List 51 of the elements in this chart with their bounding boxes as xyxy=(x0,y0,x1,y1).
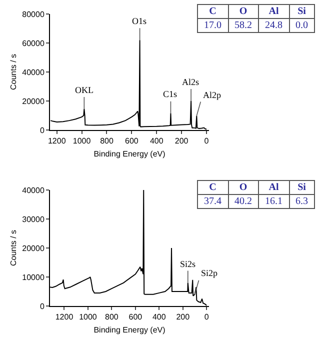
text: 0.0 xyxy=(289,18,314,32)
x-tick-label: 800 xyxy=(100,136,114,146)
y-tick-label: 60000 xyxy=(22,38,45,48)
annotation: Al2p xyxy=(203,90,222,100)
y-tick-label: 40000 xyxy=(22,68,45,77)
text: O xyxy=(228,180,258,194)
x-tick-label: 400 xyxy=(150,136,164,146)
y-tick-label: 20000 xyxy=(22,96,45,106)
y-tick-label: 0 xyxy=(40,126,45,135)
annotation: 37.4 xyxy=(198,194,228,208)
y-tick-label: 40000 xyxy=(22,186,45,195)
annotation: 17.0 xyxy=(198,18,228,32)
x-tick-label: 1000 xyxy=(72,136,92,146)
y-tick-label: 10000 xyxy=(22,272,45,282)
text: 6.3 xyxy=(289,194,314,208)
y-axis-title: Counts / s xyxy=(8,54,18,90)
x-tick-label: 1200 xyxy=(55,312,74,322)
text: 40.2 xyxy=(228,194,258,208)
annotation: OKL xyxy=(75,85,94,95)
x-tick-label: 600 xyxy=(125,136,139,146)
x-tick-label: 0 xyxy=(204,312,210,322)
x-tick-label: 400 xyxy=(152,312,166,322)
text: 58.2 xyxy=(228,18,258,32)
annotation: Si2p xyxy=(201,268,218,278)
text: C xyxy=(198,4,228,18)
y-tick-label: 20000 xyxy=(22,244,45,253)
x-tick-label: 1200 xyxy=(48,136,66,146)
text: Si xyxy=(289,4,314,18)
text: 24.8 xyxy=(258,18,289,32)
y-axis-title: Counts / s xyxy=(8,230,18,266)
x-tick-label: 200 xyxy=(174,136,189,146)
text: Si xyxy=(289,180,314,194)
x-tick-label: 600 xyxy=(128,312,143,322)
text: Al xyxy=(258,4,289,18)
text: 16.1 xyxy=(258,194,289,208)
text: Al xyxy=(258,180,289,194)
y-tick-label: 0 xyxy=(40,302,45,311)
x-axis-title: Binding Energy (eV) xyxy=(94,326,166,335)
x-tick-label: 800 xyxy=(105,312,119,322)
annotation: O1s xyxy=(132,16,147,26)
x-tick-label: 0 xyxy=(204,136,210,146)
annotation: Al2s xyxy=(182,77,200,87)
x-tick-label: 200 xyxy=(176,312,190,322)
annotation: Si2s xyxy=(180,259,196,269)
x-tick-label: 1000 xyxy=(79,312,98,322)
y-tick-label: 80000 xyxy=(22,10,45,19)
x-axis-title: Binding Energy (eV) xyxy=(94,150,166,159)
text: C xyxy=(198,180,228,194)
text: O xyxy=(228,4,258,18)
y-tick-label: 30000 xyxy=(22,214,45,224)
annotation: C1s xyxy=(163,89,178,99)
